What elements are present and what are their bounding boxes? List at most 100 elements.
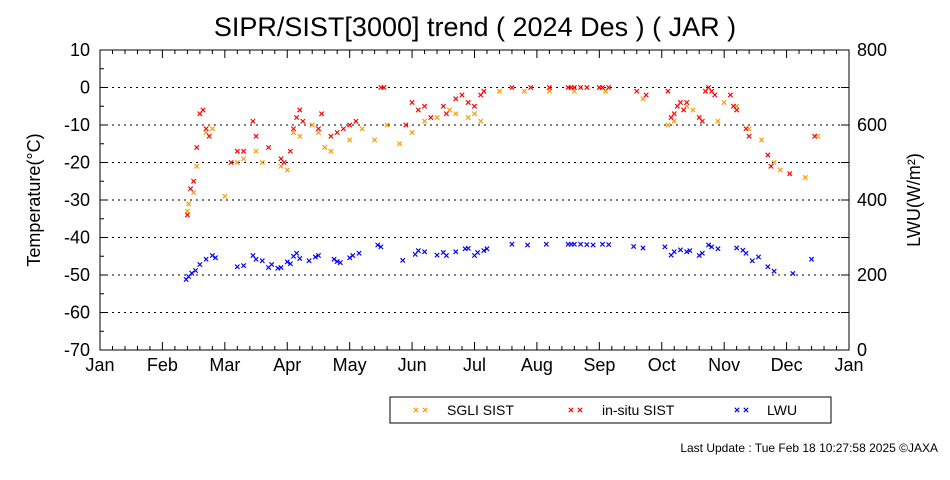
lwu-point	[696, 252, 702, 259]
lwu-point	[743, 250, 749, 256]
lwu-point	[684, 249, 690, 255]
legend-marker-lwu	[734, 407, 740, 413]
insitu-point	[684, 99, 690, 106]
lwu-point	[481, 248, 487, 254]
y-axis-title: Temperature(°C)	[24, 133, 44, 266]
y-tick-label: 0	[80, 78, 90, 98]
y-tick-label: 10	[70, 40, 90, 60]
insitu-point	[699, 118, 705, 124]
y-tick-label: -30	[64, 190, 90, 210]
sgli-point	[478, 118, 484, 124]
insitu-point	[290, 126, 297, 132]
insitu-point	[681, 107, 687, 113]
insitu-point	[265, 144, 272, 151]
insitu-point	[727, 92, 733, 98]
y2-tick-label: 600	[857, 115, 887, 135]
insitu-point	[443, 111, 450, 117]
x-tick-label: Aug	[521, 355, 553, 375]
x-tick-label: Jan	[834, 355, 863, 375]
insitu-point	[409, 99, 415, 106]
insitu-point	[403, 122, 409, 128]
sgli-point	[284, 167, 290, 173]
legend-marker-sgli	[422, 407, 428, 413]
sgli-point	[359, 126, 365, 132]
insitu-point	[318, 111, 325, 117]
x-tick-label: Oct	[648, 355, 676, 375]
insitu-point	[459, 92, 465, 98]
sgli-point	[309, 122, 315, 128]
insitu-point	[300, 118, 306, 124]
insitu-point	[340, 126, 347, 132]
lwu-point	[334, 258, 340, 265]
sgli-point	[397, 141, 403, 147]
lwu-point	[484, 246, 490, 252]
last-update-footer: Last Update : Tue Feb 18 10:27:58 2025 ©…	[680, 441, 938, 455]
insitu-point	[184, 212, 190, 218]
lwu-point	[640, 245, 646, 251]
x-tick-label: May	[333, 355, 367, 375]
insitu-point	[287, 148, 293, 154]
lwu-point	[578, 241, 584, 247]
insitu-point	[253, 133, 259, 139]
sgli-point	[421, 118, 428, 124]
insitu-point	[194, 144, 200, 151]
y-tick-label: -40	[64, 228, 90, 248]
insitu-point	[234, 148, 240, 154]
insitu-point	[353, 118, 359, 124]
lwu-point	[465, 245, 471, 251]
insitu-point	[765, 152, 771, 158]
insitu-point	[203, 126, 209, 132]
legend-label-lwu: LWU	[767, 402, 797, 418]
lwu-point	[400, 257, 406, 263]
lwu-point	[337, 260, 343, 266]
y-axis-left: 10 0 -10 -20 -30 -40 -50 -60 -70	[64, 40, 849, 360]
insitu-point	[743, 126, 749, 132]
insitu-point	[381, 84, 387, 91]
legend: SGLI SIST in-situ SIST LWU	[389, 396, 832, 424]
insitu-point	[571, 84, 577, 91]
insitu-point	[812, 133, 818, 139]
lwu-point	[765, 264, 771, 270]
x-tick-label: Jun	[398, 355, 427, 375]
x-axis: Jan Feb Mar Apr May Jun Jul Aug Sep Oct Nov Dec Jan	[85, 50, 864, 375]
insitu-point	[471, 103, 478, 109]
lwu-point	[294, 250, 300, 256]
data-points	[183, 84, 821, 283]
lwu-point	[709, 244, 715, 250]
lwu-point	[715, 246, 721, 252]
lwu-point	[434, 252, 440, 258]
lwu-point	[590, 242, 596, 248]
sgli-point	[234, 159, 240, 166]
x-tick-label: Sep	[583, 355, 615, 375]
y-axis-right: 800 600 400 200 0	[841, 40, 887, 360]
lwu-point	[631, 243, 637, 250]
lwu-point	[415, 248, 421, 254]
lwu-point	[584, 242, 590, 248]
legend-marker-lwu	[743, 407, 749, 413]
x-tick-label: Feb	[147, 355, 178, 375]
lwu-point	[677, 247, 684, 253]
lwu-point	[687, 248, 693, 254]
chart-title: SIPR/SIST[3000] trend ( 2024 Des ) ( JAR…	[214, 12, 736, 42]
insitu-point	[465, 99, 471, 106]
lwu-point	[790, 270, 796, 277]
sgli-point	[546, 88, 552, 94]
sgli-point	[690, 107, 696, 113]
lwu-point	[240, 263, 247, 269]
sgli-point	[315, 129, 322, 136]
sgli-point	[384, 122, 390, 128]
insitu-point	[665, 88, 671, 94]
lwu-point	[197, 261, 203, 268]
lwu-point	[671, 249, 677, 255]
x-tick-label: Apr	[273, 355, 301, 375]
lwu-point	[749, 258, 755, 264]
sgli-point	[222, 193, 228, 199]
insitu-point	[453, 96, 459, 102]
sgli-point	[521, 88, 528, 94]
sgli-point	[409, 129, 415, 136]
legend-marker-insitu	[577, 407, 583, 413]
legend-label-insitu: in-situ SIST	[602, 402, 675, 418]
y2-tick-label: 200	[857, 265, 887, 285]
lwu-point	[734, 245, 740, 251]
